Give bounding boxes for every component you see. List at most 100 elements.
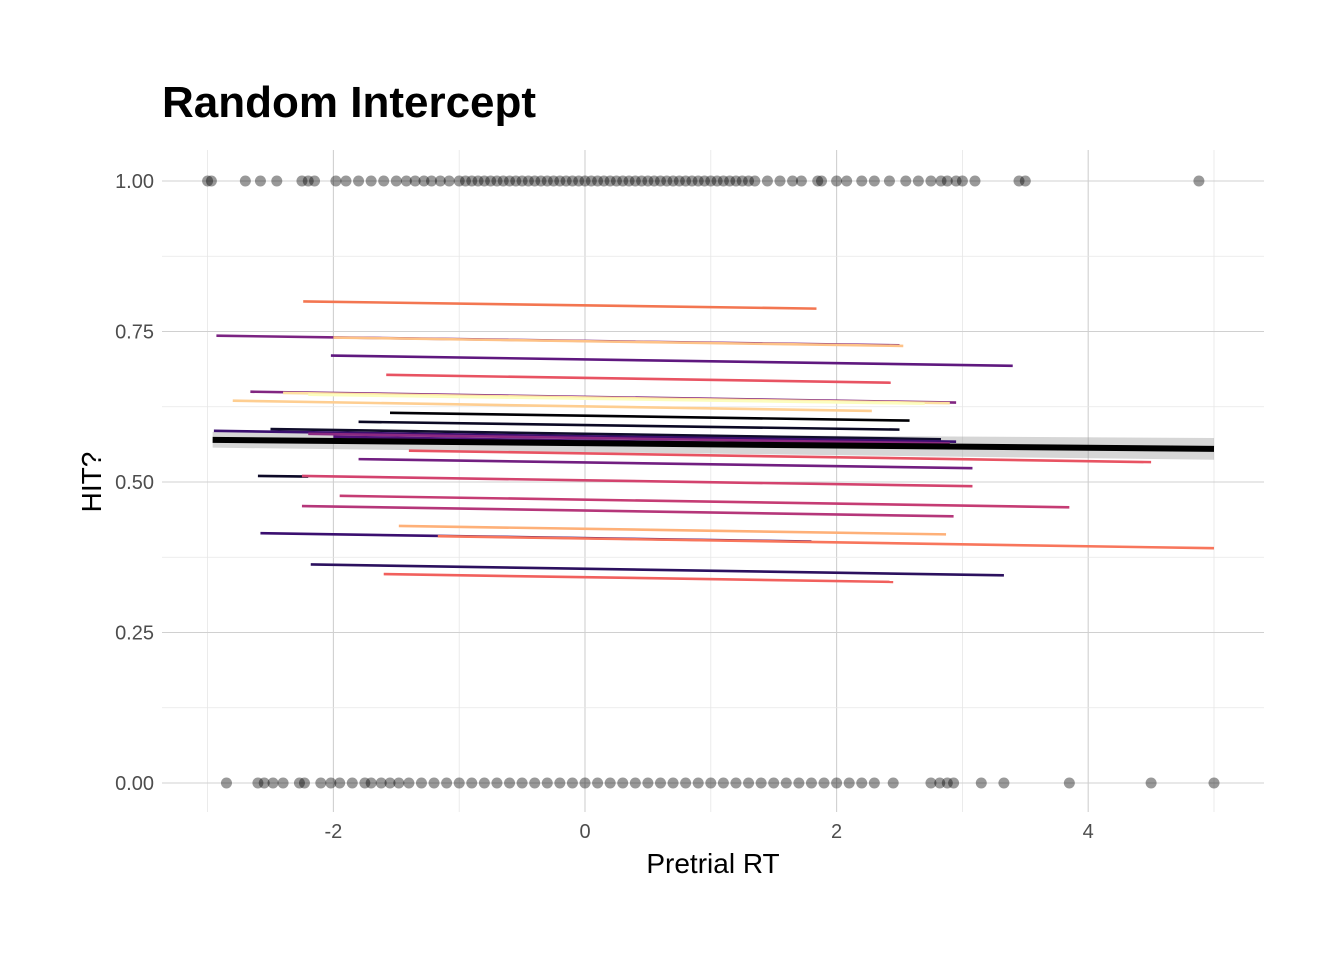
x-tick-label: 0	[579, 821, 590, 843]
data-point-miss	[755, 777, 767, 789]
fixed-effect-line	[212, 436, 1215, 452]
data-point-miss	[818, 777, 830, 789]
series-line	[383, 572, 894, 584]
data-point-miss	[346, 777, 358, 789]
data-point-hit	[340, 175, 352, 187]
series-line	[301, 474, 973, 488]
data-point-miss	[516, 777, 528, 789]
data-point-hit	[573, 175, 585, 187]
data-point-hit	[925, 175, 937, 187]
data-point-hit	[629, 175, 641, 187]
data-point-hit	[816, 175, 828, 187]
data-point-hit	[497, 175, 509, 187]
data-point-hit	[956, 175, 968, 187]
data-point-miss	[717, 777, 729, 789]
data-point-hit	[426, 175, 438, 187]
data-point-hit	[409, 175, 421, 187]
data-point-miss	[566, 777, 578, 789]
data-point-miss	[579, 777, 591, 789]
data-point-hit	[795, 175, 807, 187]
data-point-hit	[459, 175, 471, 187]
data-point-miss	[667, 777, 679, 789]
data-point-hit	[485, 175, 497, 187]
data-point-hit	[400, 175, 412, 187]
series-line	[408, 449, 1152, 464]
data-point-hit	[579, 175, 591, 187]
data-point-miss	[793, 777, 805, 789]
series-line	[303, 300, 817, 310]
data-point-miss	[393, 777, 405, 789]
data-point-miss	[267, 777, 279, 789]
data-point-miss	[491, 777, 503, 789]
data-point-miss	[617, 777, 629, 789]
data-point-miss	[642, 777, 654, 789]
data-point-miss	[1063, 777, 1075, 789]
data-point-miss	[554, 777, 566, 789]
data-point-hit	[592, 175, 604, 187]
data-point-miss	[692, 777, 704, 789]
series-line	[358, 457, 973, 470]
data-point-hit	[598, 175, 610, 187]
data-point-hit	[309, 175, 321, 187]
series-line	[301, 504, 954, 518]
y-tick-labels: 0.00 0.25 0.50 0.75 1.00	[115, 171, 154, 795]
series-line	[398, 524, 947, 536]
data-point-miss	[220, 777, 232, 789]
data-point-hit	[743, 175, 755, 187]
data-point-miss	[428, 777, 440, 789]
series-lines	[213, 300, 1215, 584]
data-point-miss	[887, 777, 899, 789]
data-point-miss	[941, 777, 953, 789]
data-point-hit	[604, 175, 616, 187]
data-point-hit	[686, 175, 698, 187]
data-point-hit	[699, 175, 711, 187]
data-point-miss	[592, 777, 604, 789]
data-point-hit	[761, 175, 773, 187]
y-tick-label: 1.00	[115, 171, 154, 193]
data-point-hit	[711, 175, 723, 187]
data-point-miss	[843, 777, 855, 789]
data-point-hit	[1193, 175, 1205, 187]
data-point-miss	[948, 777, 960, 789]
data-point-miss	[375, 777, 387, 789]
data-point-hit	[749, 175, 761, 187]
data-point-miss	[252, 777, 264, 789]
data-point-hit	[434, 175, 446, 187]
data-point-miss	[298, 777, 310, 789]
series-line	[213, 429, 957, 443]
data-point-hit	[466, 175, 478, 187]
y-tick-label: 0.75	[115, 322, 154, 344]
data-point-hit	[950, 175, 962, 187]
data-point-hit	[841, 175, 853, 187]
data-point-hit	[478, 175, 490, 187]
data-point-hit	[541, 175, 553, 187]
data-point-hit	[271, 175, 283, 187]
data-point-hit	[296, 175, 308, 187]
data-point-hit	[969, 175, 981, 187]
data-point-hit	[661, 175, 673, 187]
data-point-hit	[554, 175, 566, 187]
data-point-hit	[535, 175, 547, 187]
data-point-hit	[900, 175, 912, 187]
data-point-miss	[541, 777, 553, 789]
series-line	[333, 336, 904, 348]
data-point-hit	[443, 175, 455, 187]
data-point-hit	[654, 175, 666, 187]
data-point-miss	[365, 777, 377, 789]
data-point-hit	[623, 175, 635, 187]
fixed-effect	[212, 436, 1215, 452]
data-point-miss	[334, 777, 346, 789]
data-point-hit	[491, 175, 503, 187]
series-line	[270, 427, 942, 441]
data-point-miss	[325, 777, 337, 789]
data-point-hit	[522, 175, 534, 187]
data-point-hit	[205, 175, 217, 187]
data-point-hit	[941, 175, 953, 187]
data-point-hit	[868, 175, 880, 187]
data-point-miss	[1145, 777, 1157, 789]
x-axis-label: Pretrial RT	[646, 848, 779, 879]
data-point-miss	[604, 777, 616, 789]
data-point-hit	[935, 175, 947, 187]
data-point-miss	[384, 777, 396, 789]
data-point-miss	[277, 777, 289, 789]
